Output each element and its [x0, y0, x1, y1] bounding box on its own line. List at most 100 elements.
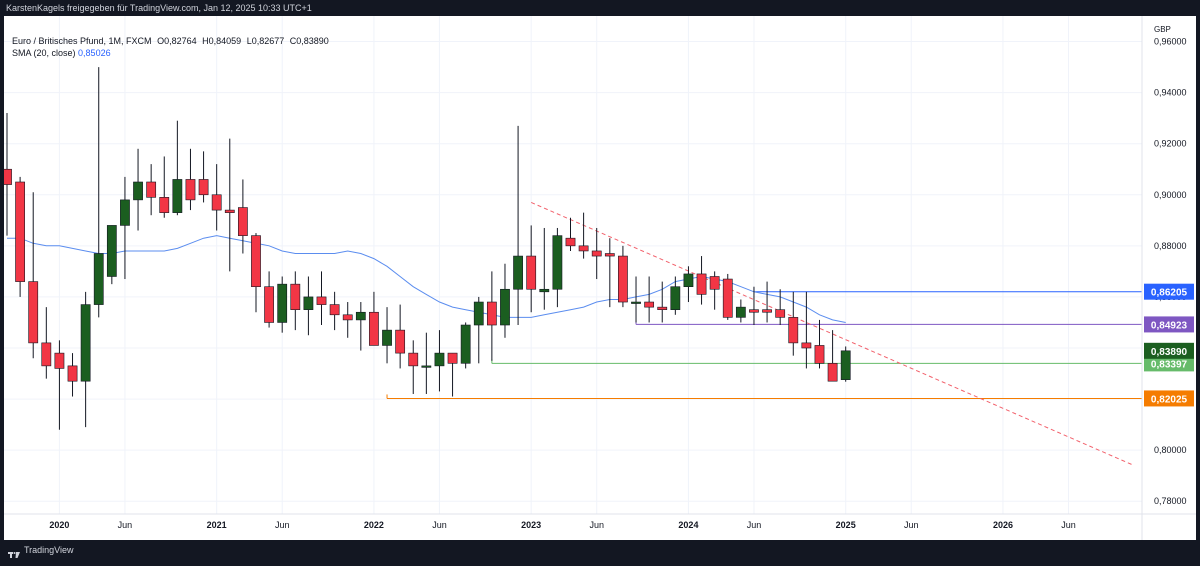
close-value: C0,83890	[289, 36, 329, 46]
candle[interactable]	[2, 113, 12, 236]
candle[interactable]	[172, 120, 183, 216]
candle[interactable]	[316, 271, 327, 326]
price-axis: 0,960000,940000,920000,900000,880000,860…	[1154, 37, 1187, 507]
tradingview-logo-icon	[8, 546, 20, 558]
level-price-tag: 0,82025	[1144, 390, 1194, 407]
candle[interactable]	[814, 319, 825, 369]
candle[interactable]	[749, 286, 759, 326]
candle-body	[447, 352, 458, 364]
candle[interactable]	[670, 276, 681, 315]
candle[interactable]	[434, 330, 445, 392]
sma-line	[7, 235, 846, 323]
candle[interactable]	[408, 340, 419, 394]
candle-body	[211, 194, 222, 211]
candle-body	[788, 317, 799, 344]
candle[interactable]	[552, 227, 563, 308]
candle[interactable]	[473, 296, 484, 364]
candle[interactable]	[539, 227, 550, 310]
level-price-tag: 0,84923	[1144, 316, 1194, 333]
candle[interactable]	[631, 276, 641, 323]
candle[interactable]	[775, 289, 786, 326]
price-tick-label: 0,96000	[1154, 37, 1187, 47]
candle[interactable]	[618, 245, 628, 308]
candle[interactable]	[644, 276, 655, 323]
candle[interactable]	[277, 276, 288, 333]
legend-ohlc-row: Euro / Britisches Pfund, 1M, FXCM O0,827…	[12, 35, 332, 47]
candle[interactable]	[578, 212, 589, 259]
candle-body	[473, 301, 484, 326]
candle[interactable]	[696, 256, 707, 305]
candle-body	[827, 363, 838, 382]
candle[interactable]	[382, 307, 392, 364]
price-chart[interactable]: 0,960000,940000,920000,900000,880000,860…	[2, 16, 1196, 540]
candle[interactable]	[28, 192, 39, 359]
candle[interactable]	[54, 340, 65, 430]
candle[interactable]	[683, 266, 694, 303]
candle[interactable]	[801, 291, 812, 369]
candle[interactable]	[421, 332, 432, 394]
candle[interactable]	[604, 238, 615, 308]
candle[interactable]	[251, 233, 261, 313]
candle-body	[460, 324, 471, 364]
candle[interactable]	[146, 164, 157, 216]
sma-label: SMA (20, close)	[12, 48, 76, 58]
candle[interactable]	[827, 330, 838, 382]
candle-body	[670, 286, 681, 310]
candle[interactable]	[224, 138, 235, 272]
tradingview-brand[interactable]: TradingView	[8, 540, 74, 560]
candle-body	[146, 181, 157, 198]
candle[interactable]	[237, 179, 248, 254]
time-tick-label: Jun	[275, 520, 290, 530]
candle[interactable]	[342, 302, 353, 338]
candle[interactable]	[657, 281, 668, 323]
candle[interactable]	[591, 227, 602, 280]
candle[interactable]	[840, 346, 851, 382]
candle[interactable]	[198, 151, 209, 203]
time-tick-label: 2024	[678, 520, 698, 530]
candle[interactable]	[80, 291, 91, 428]
candle[interactable]	[329, 291, 340, 331]
price-tick-label: 0,90000	[1154, 190, 1187, 200]
candle[interactable]	[303, 276, 314, 336]
candle[interactable]	[290, 271, 301, 331]
candle[interactable]	[369, 291, 379, 346]
candle[interactable]	[486, 271, 497, 361]
candle[interactable]	[15, 176, 25, 297]
candle[interactable]	[106, 225, 117, 285]
legend-sma-row: SMA (20, close) 0,85026	[12, 47, 332, 59]
candle[interactable]	[185, 148, 196, 211]
candle[interactable]	[211, 164, 222, 231]
candle[interactable]	[722, 273, 733, 320]
candle[interactable]	[526, 225, 537, 313]
candle-body	[133, 181, 143, 201]
candle[interactable]	[120, 176, 130, 280]
candle-body	[2, 168, 12, 185]
candle-body	[224, 209, 235, 213]
candle[interactable]	[264, 271, 274, 328]
candle[interactable]	[41, 307, 52, 379]
candle-body	[316, 296, 327, 305]
candle-body	[369, 311, 379, 346]
candle[interactable]	[93, 67, 104, 318]
candle[interactable]	[460, 322, 471, 369]
candle[interactable]	[709, 271, 720, 310]
candle[interactable]	[447, 352, 458, 397]
candle[interactable]	[395, 304, 406, 369]
candle-body	[565, 237, 576, 247]
candle-body	[159, 197, 170, 213]
last-price-tag-text: 0,83890	[1151, 347, 1188, 358]
candle[interactable]	[762, 281, 772, 323]
candle[interactable]	[355, 302, 366, 351]
candle[interactable]	[565, 217, 576, 251]
candle[interactable]	[159, 156, 170, 218]
last-price-tag: 0,83890	[1144, 342, 1194, 359]
candle[interactable]	[133, 148, 143, 231]
candle[interactable]	[67, 353, 78, 397]
candle-body	[185, 179, 196, 201]
candle-body	[722, 278, 733, 318]
candle[interactable]	[788, 291, 799, 356]
candle[interactable]	[513, 125, 523, 326]
candle[interactable]	[500, 263, 510, 338]
candle[interactable]	[735, 299, 746, 323]
candle-body	[106, 225, 117, 277]
